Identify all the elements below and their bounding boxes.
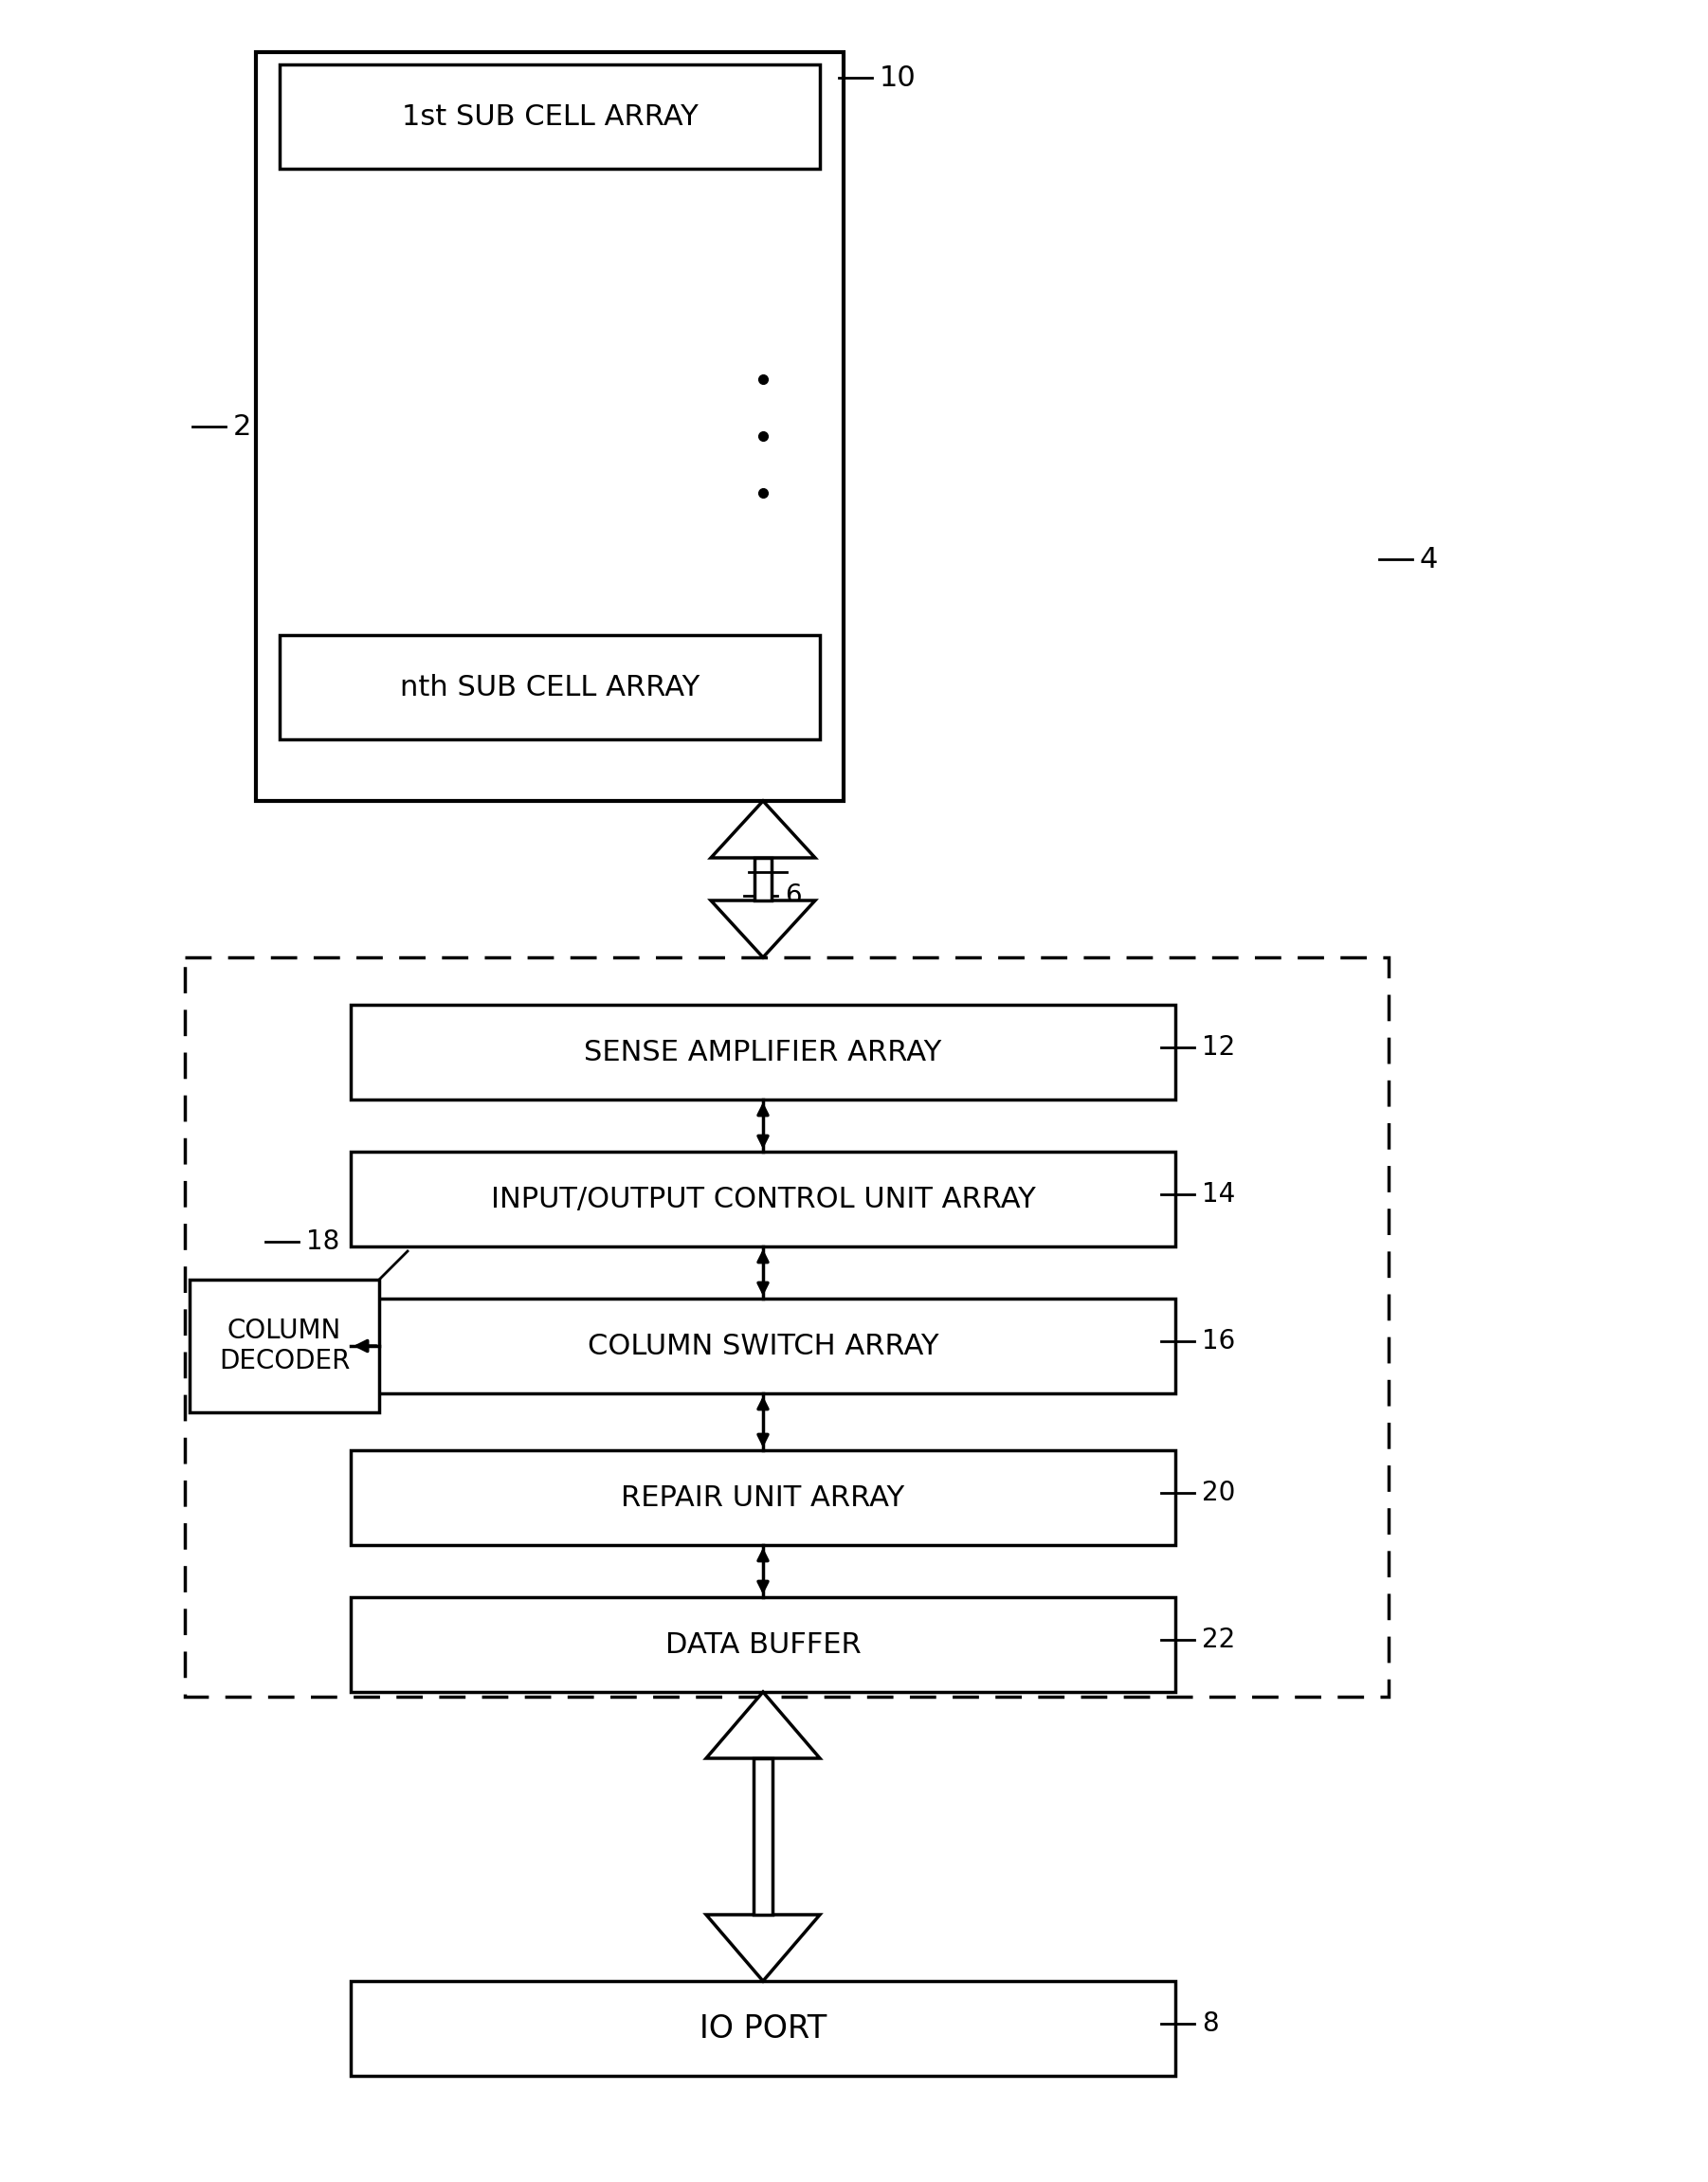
Bar [190, 1279, 379, 1412]
Bar [280, 635, 820, 740]
Bar [350, 1451, 1175, 1545]
Text: INPUT/OUTPUT CONTROL UNIT ARRAY: INPUT/OUTPUT CONTROL UNIT ARRAY [490, 1185, 1035, 1213]
Text: 4: 4 [1419, 546, 1438, 574]
Polygon shape [705, 1914, 820, 1981]
Text: DATA BUFFER: DATA BUFFER [664, 1630, 861, 1658]
Text: 8: 8 [1202, 2010, 1218, 2038]
Bar [350, 1298, 1175, 1394]
Bar [350, 1981, 1175, 2075]
Bar [280, 65, 820, 168]
Text: COLUMN
DECODER: COLUMN DECODER [219, 1318, 350, 1375]
Text: 6: 6 [784, 882, 801, 910]
Polygon shape [711, 901, 815, 958]
Text: nth SUB CELL ARRAY: nth SUB CELL ARRAY [400, 674, 700, 700]
Bar [184, 958, 1389, 1698]
Text: 10: 10 [880, 63, 915, 92]
Polygon shape [711, 801, 815, 858]
Text: 22: 22 [1202, 1626, 1235, 1654]
Text: SENSE AMPLIFIER ARRAY: SENSE AMPLIFIER ARRAY [584, 1039, 941, 1065]
Bar [755, 858, 772, 901]
Bar [256, 52, 844, 801]
Text: 1st SUB CELL ARRAY: 1st SUB CELL ARRAY [401, 103, 699, 131]
Polygon shape [705, 1691, 820, 1759]
Bar [753, 1759, 772, 1914]
Bar [350, 1597, 1175, 1691]
Text: COLUMN SWITCH ARRAY: COLUMN SWITCH ARRAY [588, 1333, 939, 1359]
Bar [350, 1004, 1175, 1100]
Text: IO PORT: IO PORT [699, 2012, 827, 2045]
Text: 12: 12 [1202, 1034, 1235, 1060]
Text: 20: 20 [1202, 1479, 1235, 1506]
Text: REPAIR UNIT ARRAY: REPAIR UNIT ARRAY [622, 1484, 905, 1512]
Text: 14: 14 [1202, 1180, 1235, 1207]
Text: 18: 18 [306, 1228, 340, 1255]
Text: 16: 16 [1202, 1329, 1235, 1355]
Bar [350, 1152, 1175, 1246]
Text: 2: 2 [234, 412, 251, 441]
